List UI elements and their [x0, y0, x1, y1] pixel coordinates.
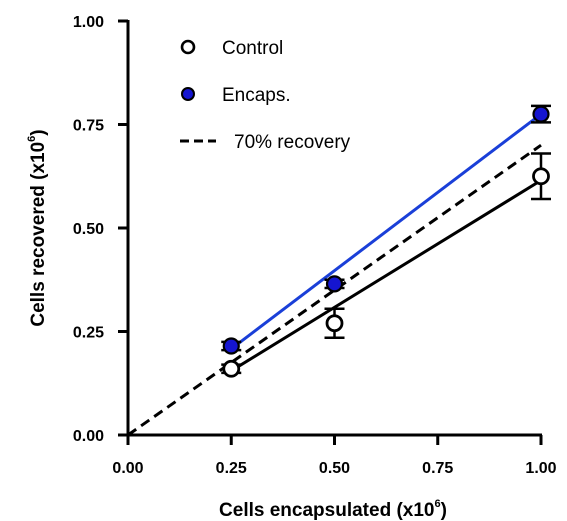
data-point	[222, 337, 240, 355]
data-point	[532, 105, 550, 123]
fit-line	[230, 112, 542, 351]
x-tick-label: 0.75	[422, 460, 453, 477]
data-point	[532, 167, 550, 186]
fit-lines	[127, 112, 542, 437]
x-tick-label: 0.50	[319, 460, 350, 477]
y-tick-label: 0.50	[73, 221, 104, 238]
legend-label: Control	[222, 38, 283, 59]
x-tick-label: 0.00	[112, 460, 143, 477]
y-tick-label: 1.00	[73, 14, 104, 31]
y-axis-title: Cells recovered (x106)	[26, 129, 49, 326]
data-point	[325, 275, 344, 293]
data-point	[222, 359, 241, 378]
legend-label: Encaps.	[222, 85, 291, 106]
legend-marker	[180, 39, 196, 55]
data-point	[325, 314, 344, 333]
x-axis-title: Cells encapsulated (x106)	[219, 498, 447, 521]
legend-label: 70% recovery	[234, 132, 351, 153]
data-points	[222, 105, 550, 378]
legend-marker	[181, 87, 195, 101]
fit-line	[127, 143, 542, 437]
legend: Control Encaps. 70% recovery	[180, 38, 351, 153]
fit-line	[230, 179, 542, 373]
y-tick-label: 0.00	[73, 428, 104, 445]
x-tick-label: 1.00	[525, 460, 556, 477]
axes: 0.00 0.25 0.50 0.75 1.00 0.00 0.25 0.50 0.75 1.00	[73, 14, 557, 477]
y-tick-label: 0.75	[73, 118, 104, 135]
y-tick-label: 0.25	[73, 325, 104, 342]
x-tick-label: 0.25	[216, 460, 247, 477]
